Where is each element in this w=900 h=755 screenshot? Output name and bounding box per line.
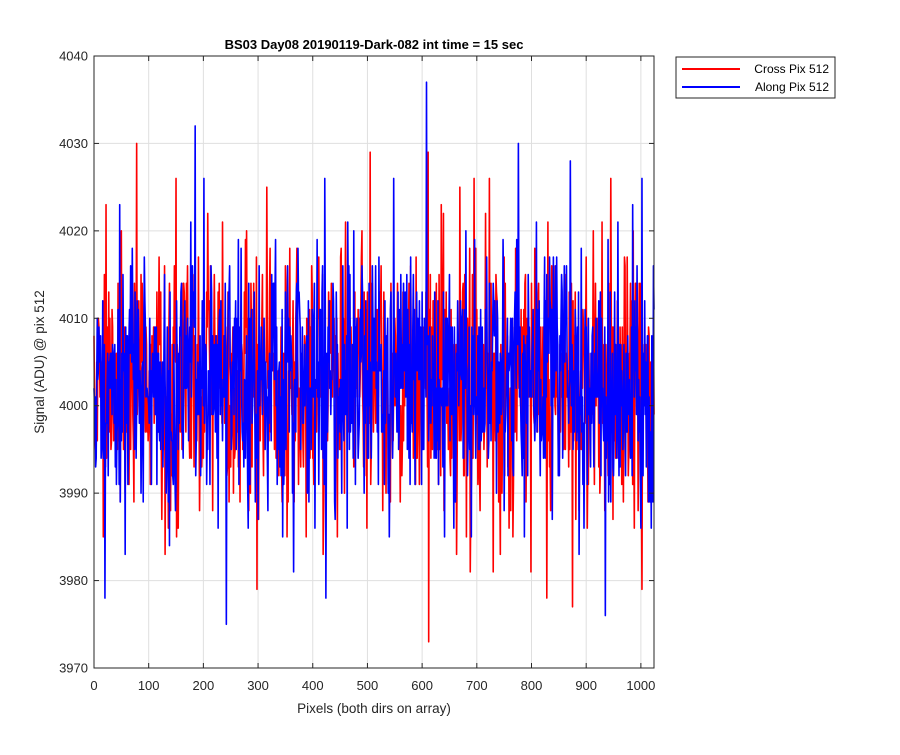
y-tick-label: 4010 — [59, 311, 88, 326]
y-axis-label: Signal (ADU) @ pix 512 — [32, 290, 47, 434]
x-tick-label: 600 — [411, 678, 433, 693]
y-tick-label: 3990 — [59, 486, 88, 501]
y-tick-labels: 3970 3980 3990 4000 4010 4020 4030 4040 — [59, 49, 88, 676]
series-line-along — [93, 81, 655, 626]
x-axis-label: Pixels (both dirs on array) — [297, 701, 451, 716]
x-tick-label: 700 — [466, 678, 488, 693]
legend-label-cross: Cross Pix 512 — [754, 62, 829, 76]
y-tick-label: 4030 — [59, 136, 88, 151]
series-line-cross — [93, 142, 655, 643]
x-tick-label: 0 — [90, 678, 97, 693]
x-tick-label: 800 — [521, 678, 543, 693]
x-tick-label: 500 — [357, 678, 379, 693]
x-tick-label: 300 — [247, 678, 269, 693]
axes-box — [93, 55, 655, 669]
y-tick-label: 3970 — [59, 661, 88, 676]
chart-title: BS03 Day08 20190119-Dark-082 int time = … — [225, 37, 524, 52]
y-tick-label: 4020 — [59, 223, 88, 238]
x-tick-label: 1000 — [626, 678, 655, 693]
y-tick-label: 4040 — [59, 49, 88, 64]
x-tick-labels: 0 100 200 300 400 500 600 700 800 900 1000 — [90, 678, 655, 693]
series-group — [93, 81, 655, 643]
x-tick-label: 900 — [575, 678, 597, 693]
x-tick-label: 100 — [138, 678, 160, 693]
ticks — [93, 55, 654, 669]
legend: Cross Pix 512 Along Pix 512 — [675, 56, 836, 99]
legend-box — [675, 56, 836, 99]
x-tick-label: 200 — [193, 678, 215, 693]
x-tick-label: 400 — [302, 678, 324, 693]
y-tick-label: 3980 — [59, 573, 88, 588]
legend-label-along: Along Pix 512 — [755, 80, 829, 94]
y-tick-label: 4000 — [59, 398, 88, 413]
